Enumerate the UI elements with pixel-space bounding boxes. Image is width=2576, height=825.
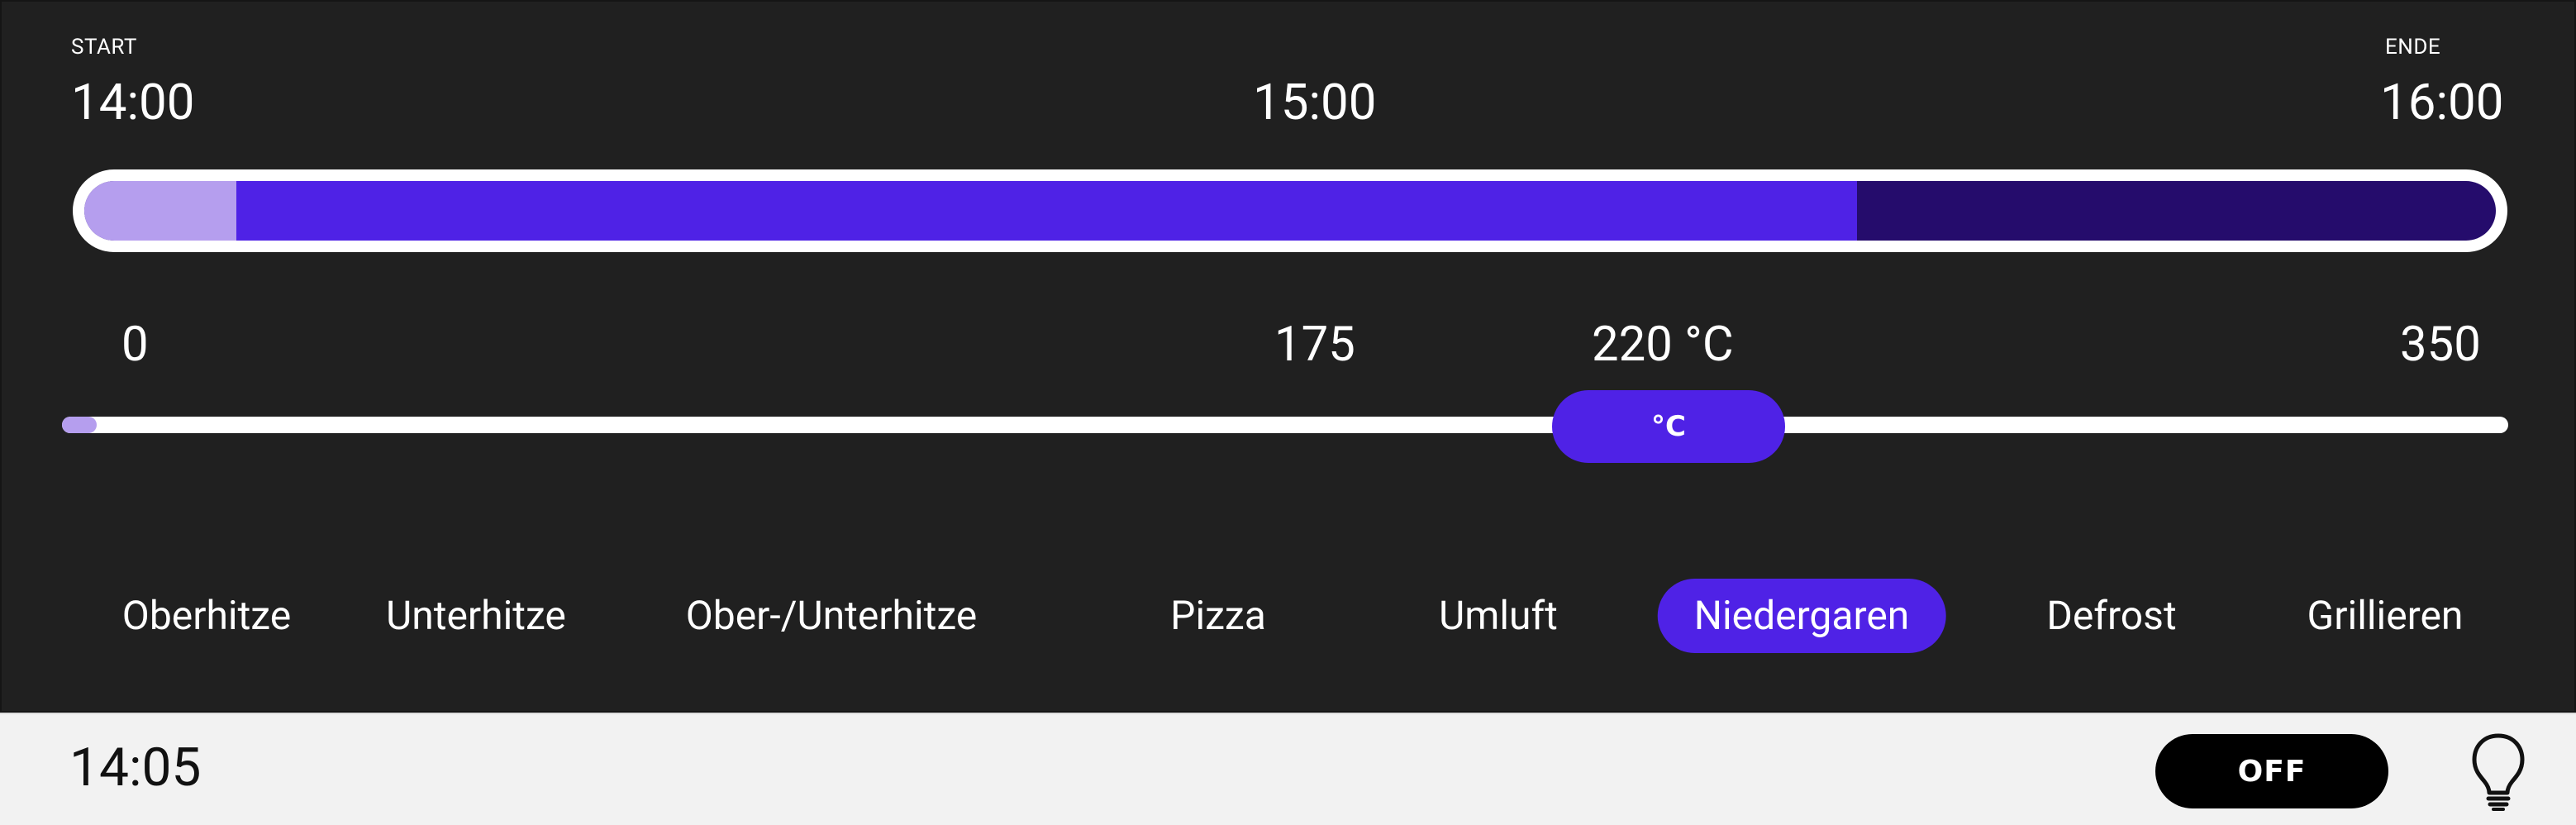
start-label: START xyxy=(71,35,137,60)
temperature-slider-fill xyxy=(62,417,97,433)
temperature-slider-thumb[interactable]: °C xyxy=(1552,390,1785,463)
mid-time: 15:00 xyxy=(1253,73,1377,131)
mode-defrost[interactable]: Defrost xyxy=(2046,592,2177,639)
temp-max-label: 350 xyxy=(2400,317,2481,373)
clock: 14:05 xyxy=(69,737,202,799)
temp-min-label: 0 xyxy=(121,317,149,373)
progress-elapsed-segment xyxy=(84,181,236,241)
temp-current-readout: 220 °C xyxy=(1592,317,1734,373)
lightbulb-icon[interactable] xyxy=(2469,732,2527,812)
mode-unterhitze[interactable]: Unterhitze xyxy=(386,592,566,639)
temperature-slider-track[interactable] xyxy=(62,417,2508,433)
power-off-button[interactable]: OFF xyxy=(2155,734,2388,808)
mode-oberhitze[interactable]: Oberhitze xyxy=(121,592,292,639)
oven-control-panel: START 14:00 15:00 ENDE 16:00 0 175 220 °… xyxy=(0,0,2576,713)
end-label: ENDE xyxy=(2385,35,2441,60)
mode-umluft[interactable]: Umluft xyxy=(1439,592,1558,639)
mode-pizza[interactable]: Pizza xyxy=(1170,592,1266,639)
status-bar: 14:05 OFF xyxy=(0,713,2576,825)
program-progress-bar[interactable] xyxy=(73,169,2507,252)
mode-ober-unterhitze[interactable]: Ober-/Unterhitze xyxy=(685,592,978,639)
progress-scheduled-segment xyxy=(236,181,1857,241)
temp-mid-label: 175 xyxy=(1274,317,1355,373)
program-progress-track xyxy=(84,181,2496,241)
mode-grillieren[interactable]: Grillieren xyxy=(2307,592,2464,639)
start-time: 14:00 xyxy=(71,73,195,131)
mode-niedergaren[interactable]: Niedergaren xyxy=(1657,579,1946,653)
end-time[interactable]: 16:00 xyxy=(2380,73,2504,131)
